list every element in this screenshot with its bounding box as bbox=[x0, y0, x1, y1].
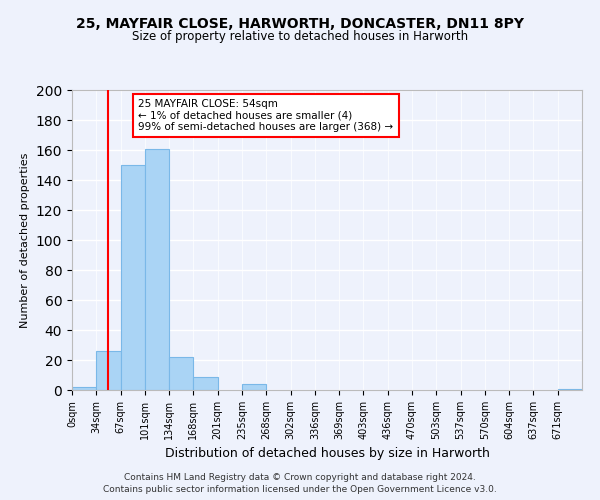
Text: Contains public sector information licensed under the Open Government Licence v3: Contains public sector information licen… bbox=[103, 485, 497, 494]
Y-axis label: Number of detached properties: Number of detached properties bbox=[20, 152, 30, 328]
X-axis label: Distribution of detached houses by size in Harworth: Distribution of detached houses by size … bbox=[164, 448, 490, 460]
Bar bbox=[242, 384, 266, 390]
Text: Contains HM Land Registry data © Crown copyright and database right 2024.: Contains HM Land Registry data © Crown c… bbox=[124, 472, 476, 482]
Text: 25 MAYFAIR CLOSE: 54sqm
← 1% of detached houses are smaller (4)
99% of semi-deta: 25 MAYFAIR CLOSE: 54sqm ← 1% of detached… bbox=[139, 99, 394, 132]
Text: Size of property relative to detached houses in Harworth: Size of property relative to detached ho… bbox=[132, 30, 468, 43]
Bar bbox=[96, 351, 121, 390]
Bar bbox=[558, 388, 582, 390]
Bar bbox=[121, 165, 145, 390]
Bar bbox=[72, 387, 96, 390]
Bar bbox=[193, 376, 218, 390]
Text: 25, MAYFAIR CLOSE, HARWORTH, DONCASTER, DN11 8PY: 25, MAYFAIR CLOSE, HARWORTH, DONCASTER, … bbox=[76, 18, 524, 32]
Bar bbox=[145, 148, 169, 390]
Bar bbox=[169, 357, 193, 390]
